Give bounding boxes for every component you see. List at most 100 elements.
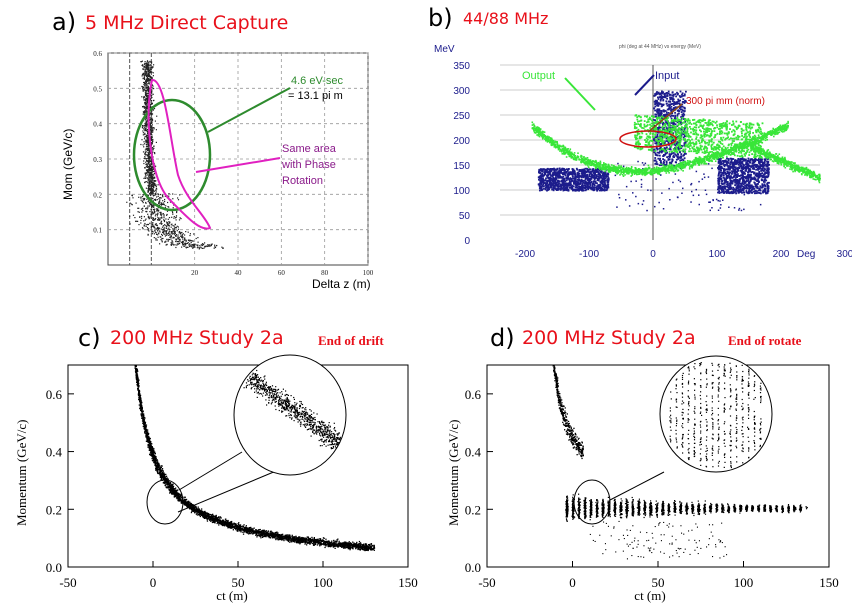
x-axis-label: Deg <box>797 249 815 260</box>
zoom-inset-points <box>669 362 762 469</box>
x-tick-label: 100 <box>734 575 754 590</box>
y-tick-label: 0.4 <box>93 121 102 129</box>
panel-d-label: d) <box>490 324 515 352</box>
x-tick-label: 0 <box>569 575 576 590</box>
panel-b-label: b) <box>428 4 453 32</box>
panel-d-chart: -50 0 50 100 150 0.0 0.2 0.4 0.6 ct (m) Momentum… <box>446 355 839 603</box>
y-axis-label: Mom (GeV/c) <box>61 129 75 200</box>
y-tick-label: 250 <box>453 111 470 122</box>
x-tick-label: 0 <box>650 249 656 260</box>
y-tick-label: 0.4 <box>46 445 63 460</box>
x-tick-label: -200 <box>515 249 535 260</box>
ticks: 0 50 100 150 200 250 300 350 -200 -100 0 100 200 300 <box>453 61 852 260</box>
y-tick-label: 0.6 <box>46 387 63 402</box>
scatter-points <box>134 365 376 552</box>
y-axis-label: MeV <box>434 44 455 55</box>
x-axis-label: ct (m) <box>216 588 247 603</box>
output-callout-line <box>564 77 596 111</box>
x-axis-label: ct (m) <box>634 588 665 603</box>
x-tick-label: 150 <box>398 575 418 590</box>
y-tick-label: 350 <box>453 61 470 72</box>
rotation-note-3: Rotation <box>282 175 323 187</box>
x-tick-label: 100 <box>363 269 374 277</box>
y-tick-label: 300 <box>453 86 470 97</box>
plot-frame <box>486 364 830 568</box>
x-tick-label: 200 <box>773 249 790 260</box>
y-tick-label: 0.4 <box>465 445 482 460</box>
rotation-note-1: Same area <box>282 143 337 155</box>
zoom-line <box>177 470 277 513</box>
panel-a: a) 5 MHz Direct Capture 0.1 0.2 0.3 0.4 0.5 0… <box>0 0 420 300</box>
emittance-ellipse <box>132 98 212 212</box>
x-tick-label: -50 <box>478 575 495 590</box>
panel-c-label: c) <box>78 324 101 352</box>
emittance-note-1: 4.6 eV-sec <box>291 75 343 87</box>
ticks: -50 0 50 100 150 0.0 0.2 0.4 0.6 <box>465 387 839 590</box>
annotation-line <box>647 103 683 133</box>
y-tick-label: 0 <box>464 236 470 247</box>
x-tick-label: 300 <box>837 249 852 260</box>
y-tick-label: 150 <box>453 161 470 172</box>
x-tick-label: 0 <box>150 575 157 590</box>
zoom-region <box>146 479 184 525</box>
y-axis-label: Momentum (GeV/c) <box>14 419 29 526</box>
panel-a-chart: 0.1 0.2 0.3 0.4 0.5 0.6 20 40 60 80 100 4.6 eV-sec… <box>61 50 374 291</box>
zoom-inset <box>233 354 347 476</box>
zoom-region <box>573 479 611 525</box>
ticks: -50 0 50 100 150 0.0 0.2 0.4 0.6 <box>46 387 418 590</box>
x-tick-label: 100 <box>313 575 333 590</box>
emittance-callout-line <box>207 87 291 133</box>
rotation-callout-line <box>195 157 281 173</box>
panel-c-subtitle: End of drift <box>318 333 384 348</box>
panel-b: b) 44/88 MHz phi (deg at 44 MHz) vs ener… <box>420 0 852 300</box>
x-tick-label: 80 <box>321 269 329 277</box>
x-tick-label: -50 <box>59 575 76 590</box>
y-tick-label: 0.0 <box>465 560 481 575</box>
small-header: phi (deg at 44 MHz) vs energy (MeV) <box>619 44 701 50</box>
panel-c-chart: -50 0 50 100 150 0.0 0.2 0.4 0.6 ct (m) Momentum… <box>14 354 418 603</box>
legend-output: Output <box>522 70 555 82</box>
y-tick-label: 0.2 <box>46 502 62 517</box>
x-tick-label: 50 <box>652 575 665 590</box>
y-tick-label: 0.3 <box>93 156 102 164</box>
y-tick-label: 100 <box>453 186 470 197</box>
norm-emittance-ellipse <box>619 130 677 148</box>
y-tick-label: 0.2 <box>93 191 102 199</box>
y-tick-label: 0.1 <box>93 227 102 235</box>
y-tick-label: 0.5 <box>93 85 102 93</box>
zoom-inset-points <box>243 369 341 450</box>
y-axis-label: Momentum (GeV/c) <box>446 419 461 526</box>
panel-c-title: 200 MHz Study 2a <box>110 327 284 349</box>
x-tick-label: 60 <box>278 269 286 277</box>
phase-rotation-contour <box>147 79 212 230</box>
panel-b-chart: phi (deg at 44 MHz) vs energy (MeV) 0 50 1… <box>434 44 852 260</box>
panel-d-title: 200 MHz Study 2a <box>522 327 696 349</box>
legend-input: Input <box>655 70 679 82</box>
y-tick-label: 0.6 <box>93 50 102 58</box>
x-tick-label: 40 <box>235 269 243 277</box>
panel-c: c) 200 MHz Study 2a End of drift -50 0 50 1… <box>0 300 420 605</box>
panel-d: d) 200 MHz Study 2a End of rotate -50 0 50… <box>432 300 852 605</box>
panel-d-subtitle: End of rotate <box>728 333 802 348</box>
ticks: 0.1 0.2 0.3 0.4 0.5 0.6 20 40 60 80 100 <box>93 50 374 277</box>
input-callout-line <box>634 74 655 96</box>
x-tick-label: 50 <box>232 575 245 590</box>
y-tick-label: 0.2 <box>465 502 481 517</box>
x-tick-label: 150 <box>819 575 839 590</box>
emittance-note-2: = 13.1 pi m <box>288 90 343 102</box>
zoom-inset <box>659 355 773 473</box>
y-tick-label: 200 <box>453 136 470 147</box>
x-tick-label: -100 <box>579 249 599 260</box>
rotation-note-2: with Phase <box>281 159 336 171</box>
scatter-points <box>552 365 808 560</box>
y-tick-label: 0.6 <box>465 387 482 402</box>
zoom-line <box>609 471 665 501</box>
x-tick-label: 100 <box>709 249 726 260</box>
panel-b-title: 44/88 MHz <box>463 9 549 28</box>
x-axis-label: Delta z (m) <box>312 277 371 291</box>
y-tick-label: 50 <box>459 211 471 222</box>
panel-a-title: 5 MHz Direct Capture <box>85 12 289 34</box>
zoom-line <box>178 451 243 491</box>
x-tick-label: 20 <box>191 269 199 277</box>
annotation-label: 300 pi mm (norm) <box>686 96 765 107</box>
